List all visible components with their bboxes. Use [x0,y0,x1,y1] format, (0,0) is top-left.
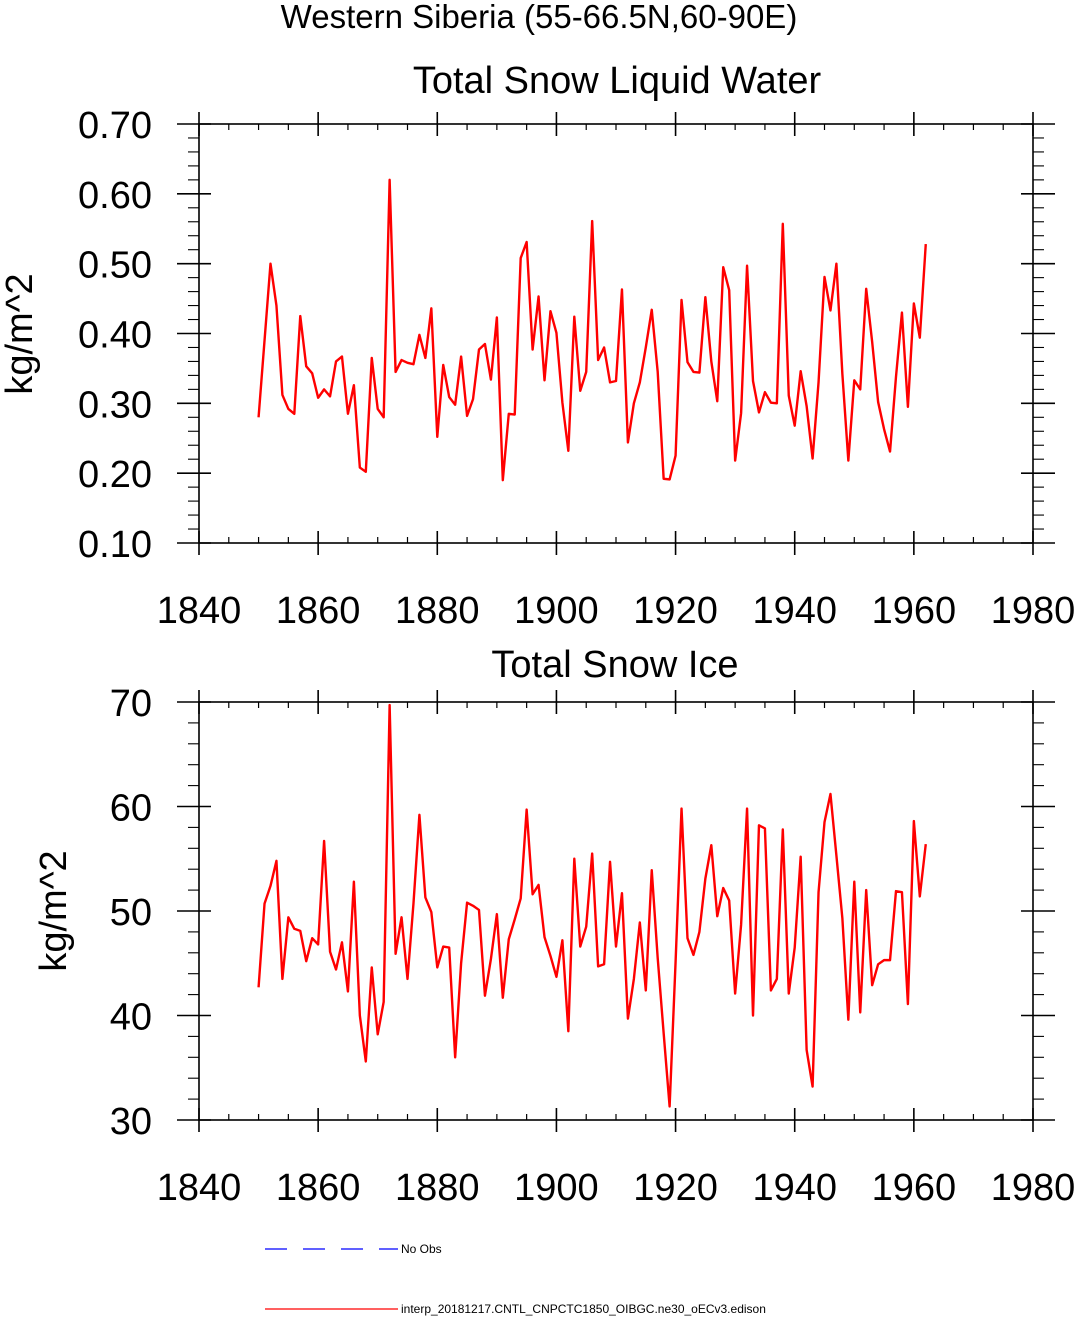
x-tick-label: 1960 [872,590,957,632]
axis-ticks [177,112,1055,555]
legend-label-no-obs: No Obs [401,1242,442,1256]
suptitle: Western Siberia (55-66.5N,60-90E) [281,0,798,35]
tick-labels: 1840 1860 1880 1900 1920 1940 1960 1980 0.10 0.20… [78,105,1075,632]
x-tick-label: 1860 [276,590,361,632]
panel-total-snow-ice: Total Snow Ice kg/m^2 1840 1860 1880 1900 19… [33,644,1075,1209]
series-line-model [257,703,927,1108]
y-tick-label: 0.30 [78,384,152,426]
y-tick-label: 0.10 [78,524,152,566]
y-tick-label: 30 [110,1101,152,1143]
y-tick-label: 60 [110,788,152,830]
x-tick-label: 1920 [633,590,718,632]
axis-ticks [177,690,1055,1132]
x-tick-label: 1840 [157,1167,242,1209]
y-tick-label: 40 [110,997,152,1039]
chart-title: Total Snow Liquid Water [413,60,822,102]
x-tick-label: 1900 [514,590,599,632]
x-tick-label: 1980 [991,590,1076,632]
x-tick-label: 1940 [752,1167,837,1209]
x-tick-label: 1860 [276,1167,361,1209]
y-tick-label: 0.20 [78,454,152,496]
y-tick-label: 0.60 [78,175,152,217]
x-tick-label: 1980 [991,1167,1076,1209]
plot-frame [198,701,1034,1121]
y-tick-label: 50 [110,892,152,934]
tick-labels: 1840 1860 1880 1900 1920 1940 1960 1980 30 40 50 60… [110,683,1076,1209]
y-tick-label: 0.40 [78,315,152,357]
panel-total-snow-liquid-water: Total Snow Liquid Water kg/m^2 1840 1860 1… [0,60,1075,632]
legend: No Obs interp_20181217.CNTL_CNPCTC1850_O… [265,1242,766,1316]
x-tick-label: 1880 [395,1167,480,1209]
series-line-model [257,178,927,482]
y-tick-label: 0.50 [78,245,152,287]
y-axis-label: kg/m^2 [33,850,75,971]
y-tick-label: 70 [110,683,152,725]
x-tick-label: 1900 [514,1167,599,1209]
series-layer [257,703,927,1108]
series-layer [257,178,927,482]
y-axis-label: kg/m^2 [0,273,41,394]
chart-title: Total Snow Ice [491,644,738,686]
x-tick-label: 1840 [157,590,242,632]
x-tick-label: 1920 [633,1167,718,1209]
x-tick-label: 1960 [872,1167,957,1209]
x-tick-label: 1940 [752,590,837,632]
x-tick-label: 1880 [395,590,480,632]
legend-label-model: interp_20181217.CNTL_CNPCTC1850_OIBGC.ne… [401,1302,766,1316]
plot-frame [198,123,1034,544]
y-tick-label: 0.70 [78,105,152,147]
